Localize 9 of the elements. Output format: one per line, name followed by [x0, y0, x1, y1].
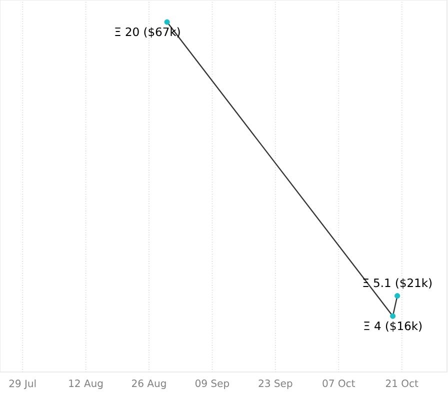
x-tick-label: 12 Aug: [69, 380, 103, 390]
data-label: Ξ 5.1 ($21k): [363, 278, 432, 289]
x-tick-label: 23 Sep: [258, 380, 292, 390]
x-tick-label: 26 Aug: [132, 380, 166, 390]
x-tick-label: 07 Oct: [322, 380, 355, 388]
data-label: Ξ 4 ($16k): [364, 321, 422, 332]
x-tick-label: 21 Oct: [386, 380, 418, 388]
x-tick-label: 09 Sep: [195, 380, 230, 390]
x-tick-label: 29 Jul: [9, 380, 36, 390]
